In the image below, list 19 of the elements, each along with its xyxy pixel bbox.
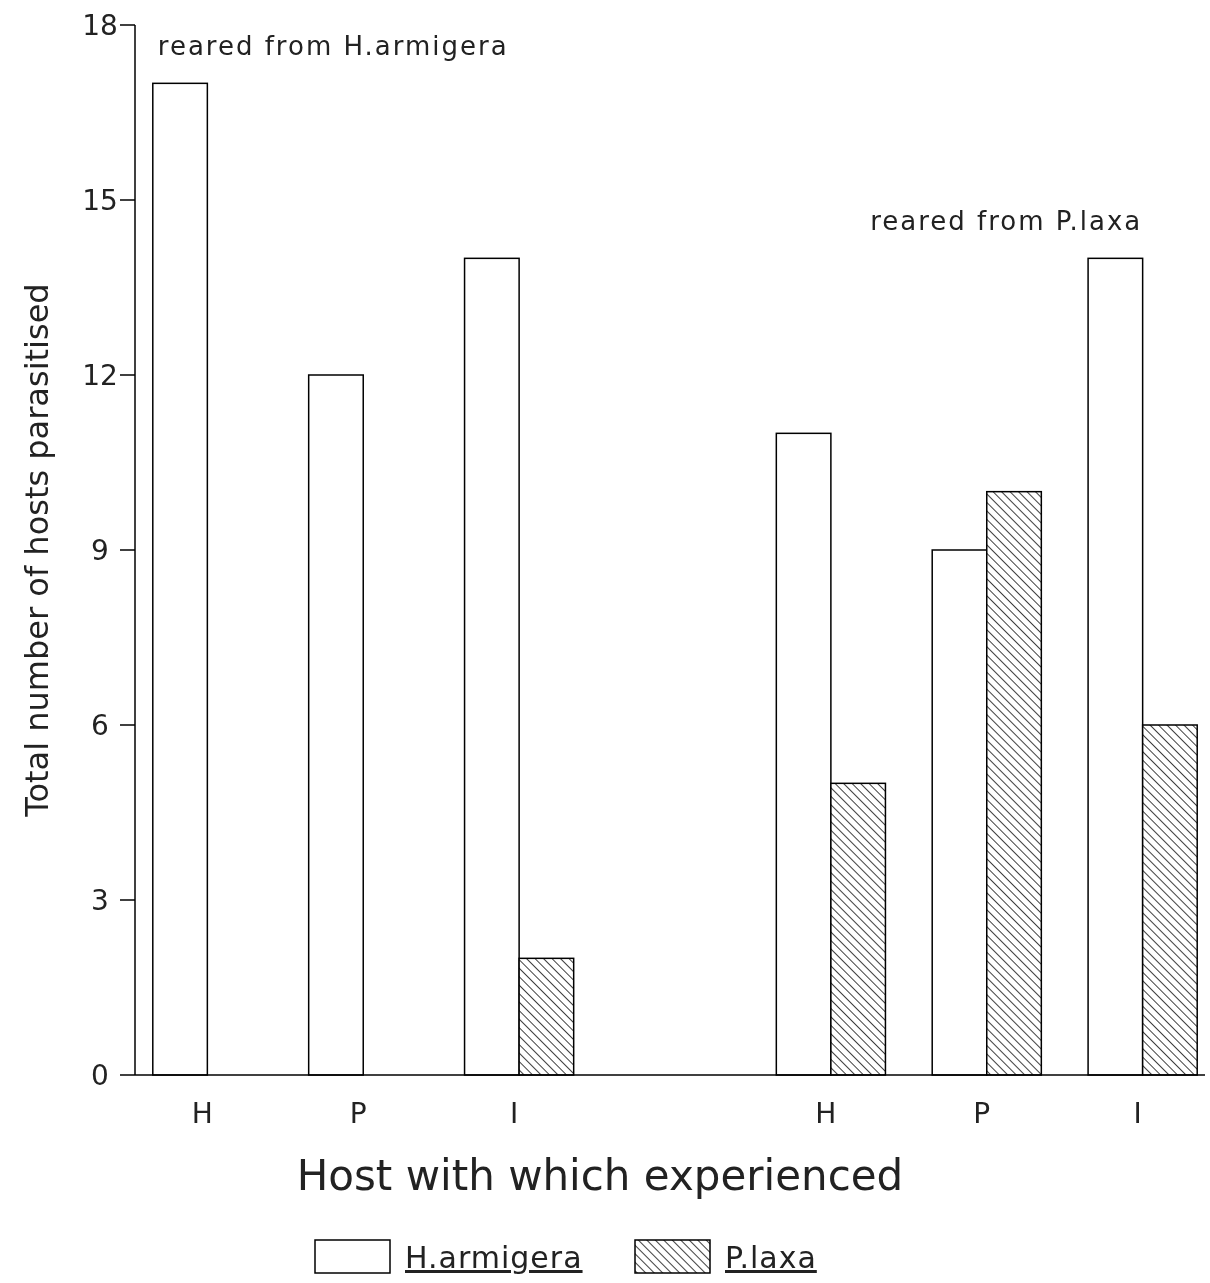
x-tick-label: H [191,1097,213,1130]
y-axis-title: Total number of hosts parasitised [18,283,56,818]
y-tick-label: 0 [91,1058,109,1092]
x-tick-label: H [815,1097,837,1130]
legend-label: H.armigera [405,1240,583,1275]
y-tick-label: 12 [82,358,118,392]
x-tick-label: P [349,1097,367,1130]
y-tick-label: 15 [82,183,118,217]
legend-label: P.laxa [725,1240,817,1275]
y-tick-label: 3 [91,883,109,917]
y-tick-label: 18 [82,8,118,42]
x-tick-label: I [1133,1097,1142,1130]
annotation: reared from H.armigera [157,31,509,61]
x-tick-label: I [509,1097,519,1130]
x-axis-title: Host with which experienced [296,1151,904,1200]
y-tick-label: 6 [91,708,109,742]
annotation: reared from P.laxa [870,206,1143,236]
x-tick-label: P [973,1097,991,1130]
y-tick-label: 9 [91,533,109,567]
